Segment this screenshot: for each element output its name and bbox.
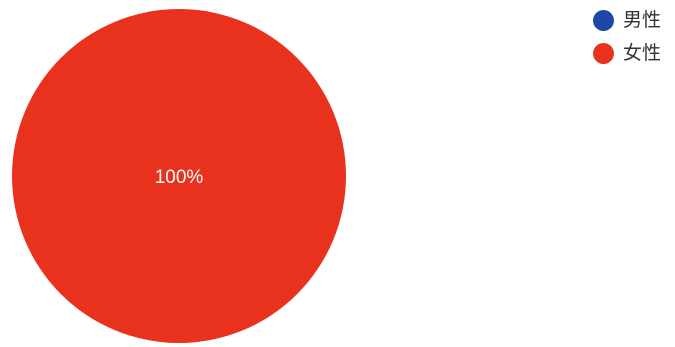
legend-item-male: 男性 [593, 4, 661, 37]
legend: 男性 女性 [593, 4, 661, 70]
pie-data-label-female: 100% [155, 167, 204, 188]
pie-slice-female [12, 9, 346, 343]
legend-label-male: 男性 [623, 9, 662, 31]
legend-swatch-female [593, 43, 614, 64]
legend-label-female: 女性 [623, 42, 662, 64]
legend-item-female: 女性 [593, 37, 661, 70]
legend-swatch-male [593, 10, 614, 31]
